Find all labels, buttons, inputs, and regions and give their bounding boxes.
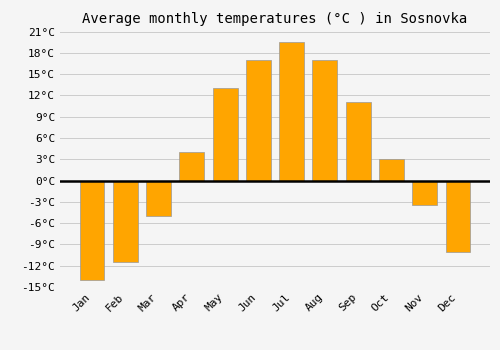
Bar bbox=[379, 159, 404, 181]
Bar bbox=[113, 181, 138, 262]
Bar bbox=[212, 88, 238, 181]
Bar bbox=[312, 60, 338, 181]
Bar bbox=[346, 103, 370, 181]
Bar bbox=[146, 181, 171, 216]
Title: Average monthly temperatures (°C ) in Sosnovka: Average monthly temperatures (°C ) in So… bbox=[82, 12, 468, 26]
Bar bbox=[412, 181, 437, 205]
Bar bbox=[246, 60, 271, 181]
Bar bbox=[180, 152, 204, 181]
Bar bbox=[446, 181, 470, 252]
Bar bbox=[279, 42, 304, 181]
Bar bbox=[80, 181, 104, 280]
